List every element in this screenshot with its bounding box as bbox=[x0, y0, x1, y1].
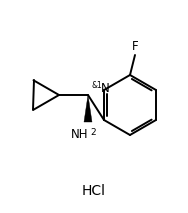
Text: N: N bbox=[101, 82, 109, 95]
Text: 2: 2 bbox=[90, 128, 96, 137]
Text: &1: &1 bbox=[91, 81, 102, 90]
Text: F: F bbox=[132, 40, 138, 53]
Text: NH: NH bbox=[70, 128, 88, 141]
Text: HCl: HCl bbox=[82, 184, 106, 198]
Polygon shape bbox=[84, 95, 92, 122]
